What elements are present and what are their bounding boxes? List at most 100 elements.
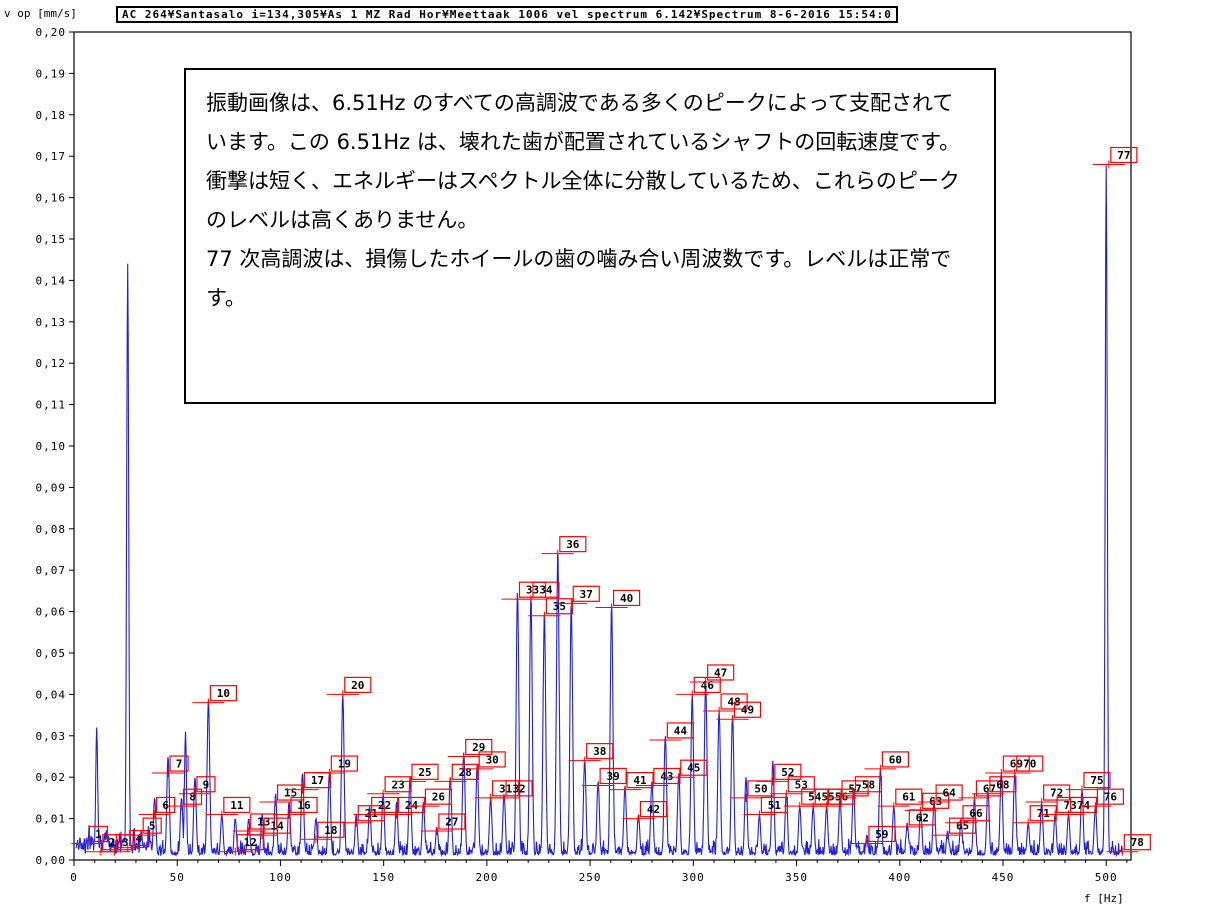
harmonic-marker-label: 34 <box>539 584 553 597</box>
harmonic-marker-box <box>371 796 399 814</box>
harmonic-marker-label: 46 <box>701 679 715 692</box>
harmonic-marker-label: 10 <box>217 687 230 700</box>
y-tick-label: 0,11 <box>36 399 67 412</box>
harmonic-marker-label: 62 <box>916 811 929 824</box>
harmonic-marker-box <box>881 751 909 768</box>
harmonic-marker-box <box>451 763 479 780</box>
harmonic-marker-label: 25 <box>418 766 431 779</box>
y-tick-label: 0,04 <box>36 688 67 701</box>
harmonic-marker-label: 35 <box>553 600 566 613</box>
harmonic-marker-box <box>559 536 587 553</box>
harmonic-marker-label: 74 <box>1077 799 1091 812</box>
harmonic-marker-label: 24 <box>405 799 419 812</box>
y-tick-label: 0,12 <box>36 357 67 370</box>
harmonic-marker-label: 78 <box>1131 836 1144 849</box>
x-tick-label: 150 <box>372 871 395 884</box>
harmonic-marker-label: 17 <box>311 774 324 787</box>
chart-title: AC 264¥Santasalo i=134,305¥As 1 MZ Rad H… <box>116 6 898 23</box>
y-tick-label: 0,19 <box>36 67 67 80</box>
harmonic-marker-box <box>733 701 762 718</box>
harmonic-marker-label: 65 <box>956 820 969 833</box>
harmonic-marker-label: 53 <box>795 778 808 791</box>
x-tick-label: 450 <box>992 871 1015 884</box>
harmonic-marker-box <box>854 776 883 793</box>
harmonic-marker-box <box>760 796 789 814</box>
harmonic-marker-label: 9 <box>203 778 210 791</box>
harmonic-marker-box <box>156 796 176 814</box>
harmonic-marker-label: 64 <box>943 787 957 800</box>
harmonic-marker-box <box>196 776 216 793</box>
y-tick-label: 0,08 <box>36 523 67 536</box>
harmonic-marker-label: 49 <box>741 704 754 717</box>
annotation-paragraph-2: 77 次高調波は、損傷したホイールの歯の噛み合い周波数です。レベルは正常です。 <box>206 247 952 310</box>
harmonic-marker-label: 21 <box>365 807 379 820</box>
harmonic-marker-box <box>424 788 453 805</box>
harmonic-marker-box <box>1069 796 1098 814</box>
harmonic-marker-box <box>1110 146 1138 164</box>
harmonic-marker-label: 2 <box>109 836 116 849</box>
harmonic-marker-box <box>895 788 923 805</box>
x-tick-label: 0 <box>70 871 78 884</box>
y-tick-label: 0,14 <box>36 274 67 287</box>
harmonic-marker-label: 8 <box>189 791 196 804</box>
harmonic-marker-box <box>344 676 372 694</box>
harmonic-marker-label: 26 <box>432 791 446 804</box>
harmonic-marker-label: 45 <box>687 762 700 775</box>
harmonic-marker-label: 44 <box>674 724 688 737</box>
harmonic-marker-label: 37 <box>580 588 593 601</box>
harmonic-marker-box <box>88 825 109 843</box>
harmonic-marker-label: 30 <box>486 753 499 766</box>
harmonic-marker-label: 72 <box>1050 787 1063 800</box>
harmonic-marker-box <box>1096 788 1125 805</box>
harmonic-marker-box <box>962 805 990 822</box>
harmonic-marker-label: 16 <box>297 799 311 812</box>
harmonic-marker-box <box>182 788 203 805</box>
harmonic-marker-label: 41 <box>633 774 647 787</box>
harmonic-marker-label: 32 <box>512 782 525 795</box>
harmonic-marker-label: 70 <box>1023 758 1036 771</box>
y-tick-label: 0,18 <box>36 109 67 122</box>
harmonic-marker-label: 40 <box>620 592 633 605</box>
x-tick-label: 200 <box>475 871 498 884</box>
harmonic-marker-label: 51 <box>768 799 782 812</box>
harmonic-marker-box <box>545 598 573 615</box>
harmonic-marker-label: 23 <box>391 778 404 791</box>
harmonic-marker-box <box>612 589 641 607</box>
harmonic-marker-label: 42 <box>647 803 660 816</box>
x-tick-label: 250 <box>579 871 602 884</box>
harmonic-marker-box <box>290 796 318 814</box>
harmonic-marker-label: 29 <box>472 741 485 754</box>
harmonic-marker-box <box>639 800 668 818</box>
harmonic-marker-label: 12 <box>244 836 257 849</box>
harmonic-marker-box <box>209 685 237 702</box>
harmonic-marker-label: 5 <box>149 820 156 833</box>
harmonic-marker-label: 27 <box>445 816 458 829</box>
y-tick-label: 0,00 <box>36 854 67 867</box>
harmonic-marker-label: 22 <box>378 799 391 812</box>
x-tick-label: 50 <box>170 871 185 884</box>
harmonic-marker-box <box>129 829 149 847</box>
x-tick-label: 400 <box>888 871 911 884</box>
harmonic-marker-label: 75 <box>1090 774 1103 787</box>
harmonic-marker-box <box>1029 805 1057 822</box>
harmonic-marker-label: 20 <box>351 679 364 692</box>
harmonic-marker-box <box>707 664 735 681</box>
harmonic-marker-box <box>680 759 708 776</box>
harmonic-marker-label: 1 <box>95 828 102 841</box>
annotation-paragraph-1: 振動画像は、6.51Hz のすべての高調波である多くのピークによって支配されてい… <box>206 91 961 232</box>
harmonic-marker-box <box>317 821 345 838</box>
harmonic-marker-box <box>599 767 627 785</box>
harmonic-marker-box <box>223 796 251 814</box>
harmonic-marker-label: 7 <box>176 758 183 771</box>
harmonic-marker-label: 50 <box>754 782 767 795</box>
x-axis-label: f [Hz] <box>1084 892 1124 905</box>
harmonic-marker-box <box>330 755 358 772</box>
harmonic-marker-label: 76 <box>1104 791 1118 804</box>
y-tick-label: 0,09 <box>36 481 67 494</box>
annotation-box: 振動画像は、6.51Hz のすべての高調波である多くのピークによって支配されてい… <box>184 68 996 404</box>
harmonic-marker-label: 63 <box>929 795 942 808</box>
y-tick-label: 0,01 <box>36 813 67 826</box>
harmonic-marker-label: 38 <box>593 745 606 758</box>
harmonic-marker-label: 39 <box>607 770 620 783</box>
